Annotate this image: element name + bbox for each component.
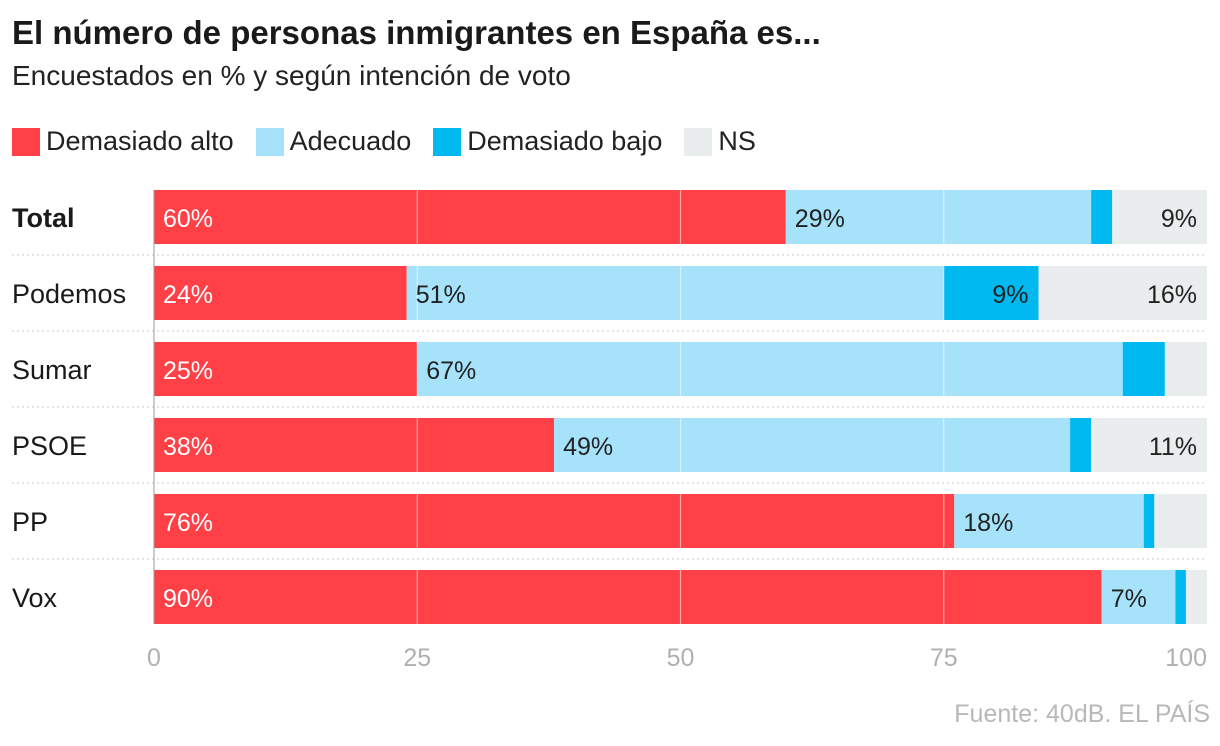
bar-vox-ns (1185, 570, 1207, 624)
row-label-pp: PP (12, 507, 48, 537)
bar-pp-adecuado (954, 494, 1144, 548)
bar-sumar-ns (1164, 342, 1207, 396)
legend-label-demasiado-alto: Demasiado alto (46, 126, 234, 156)
data-label-podemos-demasiado-alto: 24% (163, 281, 213, 309)
bar-psoe-ns (1091, 418, 1207, 472)
bar-pp-demasiado-bajo (1143, 494, 1155, 548)
legend-label-adecuado: Adecuado (289, 126, 412, 156)
row-label-vox: Vox (12, 583, 58, 613)
row-label-psoe: PSOE (12, 431, 87, 461)
bar-psoe-demasiado-alto (154, 418, 555, 472)
bar-vox-demasiado-bajo (1175, 570, 1186, 624)
source-note: Fuente: 40dB. EL PAÍS (954, 700, 1210, 728)
bar-sumar-demasiado-alto (154, 342, 418, 396)
bar-pp-ns (1154, 494, 1207, 548)
legend-item-demasiado-alto: Demasiado alto (12, 126, 234, 157)
bar-psoe-adecuado (554, 418, 1071, 472)
data-label-vox-demasiado-alto: 90% (163, 585, 213, 613)
data-label-pp-adecuado: 18% (963, 509, 1013, 537)
data-label-pp-demasiado-alto: 76% (163, 509, 213, 537)
bar-podemos-demasiado-bajo (943, 266, 1039, 320)
data-label-psoe-demasiado-alto: 38% (163, 433, 213, 461)
legend-swatch-adecuado (255, 127, 284, 156)
legend-item-demasiado-bajo: Demasiado bajo (433, 126, 662, 157)
legend: Demasiado alto Adecuado Demasiado bajo N… (12, 126, 778, 157)
legend-label-ns: NS (718, 126, 756, 156)
data-label-total-demasiado-alto: 60% (163, 205, 213, 233)
bar-pp-demasiado-alto (154, 494, 955, 548)
bar-vox-adecuado (1101, 570, 1176, 624)
x-tick-label-25: 25 (403, 644, 431, 672)
data-label-podemos-demasiado-bajo: 9% (992, 281, 1028, 309)
data-label-sumar-adecuado: 67% (426, 357, 476, 385)
legend-item-ns: NS (684, 126, 756, 157)
bar-podemos-adecuado (406, 266, 944, 320)
legend-swatch-ns (684, 127, 713, 156)
data-label-psoe-ns: 11% (1149, 433, 1197, 461)
x-tick-label-50: 50 (667, 644, 695, 672)
bar-podemos-ns (1038, 266, 1207, 320)
data-label-podemos-ns: 16% (1147, 281, 1197, 309)
data-label-total-ns: 9% (1161, 205, 1197, 233)
x-tick-label-75: 75 (930, 644, 958, 672)
data-label-vox-adecuado: 7% (1111, 585, 1147, 613)
bar-vox-demasiado-alto (154, 570, 1102, 624)
row-label-total: Total (12, 203, 75, 233)
row-label-sumar: Sumar (12, 355, 92, 385)
legend-swatch-demasiado-bajo (433, 127, 462, 156)
bar-total-demasiado-alto (154, 190, 786, 244)
data-label-sumar-demasiado-alto: 25% (163, 357, 213, 385)
bar-sumar-adecuado (417, 342, 1123, 396)
chart-title: El número de personas inmigrantes en Esp… (12, 14, 821, 51)
row-label-podemos: Podemos (12, 279, 126, 309)
legend-swatch-demasiado-alto (12, 127, 40, 156)
data-label-podemos-adecuado: 51% (416, 281, 466, 309)
x-tick-label-0: 0 (147, 644, 161, 672)
bar-total-ns (1112, 190, 1207, 244)
bar-psoe-demasiado-bajo (1070, 418, 1092, 472)
bar-total-demasiado-bajo (1091, 190, 1113, 244)
bar-sumar-demasiado-bajo (1122, 342, 1165, 396)
data-label-total-adecuado: 29% (795, 205, 845, 233)
legend-item-adecuado: Adecuado (255, 126, 412, 157)
x-tick-label-100: 100 (1165, 644, 1207, 672)
bar-total-adecuado (785, 190, 1092, 244)
bar-podemos-demasiado-alto (154, 266, 407, 320)
legend-label-demasiado-bajo: Demasiado bajo (467, 126, 663, 156)
chart-subtitle: Encuestados en % y según intención de vo… (12, 60, 571, 91)
data-label-psoe-adecuado: 49% (563, 433, 613, 461)
